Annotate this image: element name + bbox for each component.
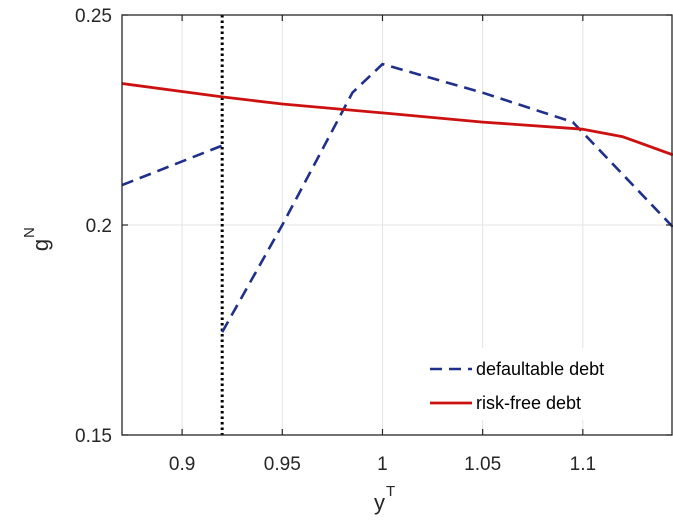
x-tick-label: 1.1 [570,454,596,475]
y-axis-label-superscript: N [21,227,38,238]
y-tick-label: 0.2 [86,216,112,237]
x-tick-label: 0.95 [264,454,301,475]
x-tick-label: 0.9 [169,454,195,475]
legend: defaultable debt risk-free debt [421,348,667,420]
legend-box [421,348,667,420]
series-line-defaultable-debt [221,62,673,333]
y-axis-label-group: g N [21,227,53,251]
y-tick-label: 0.15 [75,426,112,447]
ticks: 0.9 0.95 1 1.05 1.1 0.15 0.2 0.25 [75,6,672,475]
y-tick-label: 0.25 [75,6,112,27]
x-axis-label-superscript: T [386,483,395,500]
x-tick-label: 1.05 [464,454,501,475]
y-axis-label: g [28,239,53,251]
x-axis-label: y [374,490,385,515]
series-line-risk-free-debt [121,82,673,157]
series-layer [121,62,673,333]
legend-label-defaultable-debt: defaultable debt [476,359,604,379]
legend-label-risk-free-debt: risk-free debt [476,393,581,413]
x-tick-label: 1 [377,454,388,475]
